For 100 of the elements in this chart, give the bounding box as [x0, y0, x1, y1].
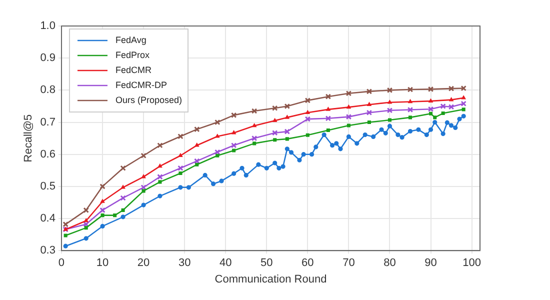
point	[346, 90, 352, 96]
point	[264, 166, 269, 170]
point	[211, 182, 216, 186]
point	[284, 146, 290, 152]
point	[334, 141, 339, 146]
point	[100, 184, 106, 190]
point	[219, 178, 224, 184]
legend-label: Ours (Proposed)	[115, 94, 182, 105]
point	[400, 135, 404, 140]
point	[408, 99, 412, 104]
point	[326, 107, 330, 111]
point	[252, 123, 256, 128]
point	[284, 103, 290, 110]
legend-label: FedProx	[115, 50, 150, 60]
point	[140, 152, 146, 158]
point	[448, 123, 454, 128]
point	[230, 112, 237, 118]
point	[449, 97, 454, 102]
point	[178, 134, 184, 140]
x-tick-label: 80	[384, 257, 396, 270]
x-tick-label: 10	[96, 257, 109, 270]
point	[120, 185, 126, 189]
point	[407, 86, 414, 92]
point	[157, 174, 163, 180]
y-tick-label: 1.0	[40, 20, 56, 32]
point	[441, 112, 445, 116]
point	[232, 130, 236, 134]
point	[272, 130, 278, 136]
point	[100, 214, 104, 218]
point	[366, 110, 372, 116]
point	[84, 226, 88, 230]
point	[121, 208, 125, 212]
point	[330, 143, 335, 148]
point	[366, 88, 372, 94]
x-tick-label: 30	[178, 257, 191, 270]
point	[252, 142, 256, 146]
point	[84, 236, 88, 241]
point	[383, 130, 388, 136]
point	[140, 184, 146, 190]
point	[322, 132, 326, 138]
point	[272, 160, 278, 166]
point	[244, 172, 248, 178]
point	[346, 134, 352, 139]
y-tick-label: 0.5	[40, 180, 56, 192]
x-tick-label: 70	[342, 257, 355, 270]
point	[232, 148, 236, 152]
point	[178, 172, 182, 176]
point	[367, 120, 371, 124]
x-tick-label: 0	[58, 257, 65, 270]
point	[120, 214, 126, 220]
point	[215, 134, 220, 138]
point	[408, 128, 413, 134]
point	[273, 138, 277, 142]
point	[396, 132, 400, 138]
point	[214, 119, 220, 126]
x-tick-label: 50	[260, 257, 273, 270]
point	[276, 166, 282, 170]
point	[453, 125, 458, 130]
point	[314, 144, 318, 150]
point	[178, 153, 183, 158]
point	[141, 202, 146, 208]
point	[216, 154, 220, 158]
point	[178, 185, 183, 190]
point	[346, 114, 352, 120]
point	[433, 116, 437, 120]
point	[325, 94, 332, 100]
point	[280, 164, 286, 169]
point	[158, 164, 162, 168]
point	[444, 120, 450, 125]
point	[63, 244, 68, 248]
legend-label: FedCMR-DP	[115, 80, 168, 90]
point	[309, 152, 314, 157]
point	[186, 185, 191, 190]
point	[285, 115, 290, 119]
legend-label: FedCMR	[115, 64, 152, 75]
point	[304, 116, 311, 122]
point	[194, 143, 199, 147]
point	[428, 86, 434, 92]
point	[462, 108, 466, 112]
point	[457, 116, 462, 122]
point	[440, 103, 446, 110]
point	[256, 162, 261, 167]
point	[440, 132, 446, 136]
x-axis-title: Communication Round	[214, 273, 327, 286]
y-axis-title: Recall@5	[22, 114, 35, 162]
point	[141, 174, 146, 178]
y-tick-label: 0.6	[40, 148, 56, 160]
point	[83, 207, 89, 214]
point	[432, 120, 438, 125]
point	[232, 171, 236, 176]
point	[424, 132, 429, 138]
point	[325, 116, 332, 122]
point	[388, 118, 392, 122]
point	[64, 234, 68, 238]
point	[157, 142, 163, 148]
point	[214, 149, 220, 155]
point	[100, 224, 105, 229]
y-tick-label: 0.4	[40, 212, 56, 225]
x-tick-label: 20	[137, 257, 150, 270]
point	[346, 104, 351, 109]
